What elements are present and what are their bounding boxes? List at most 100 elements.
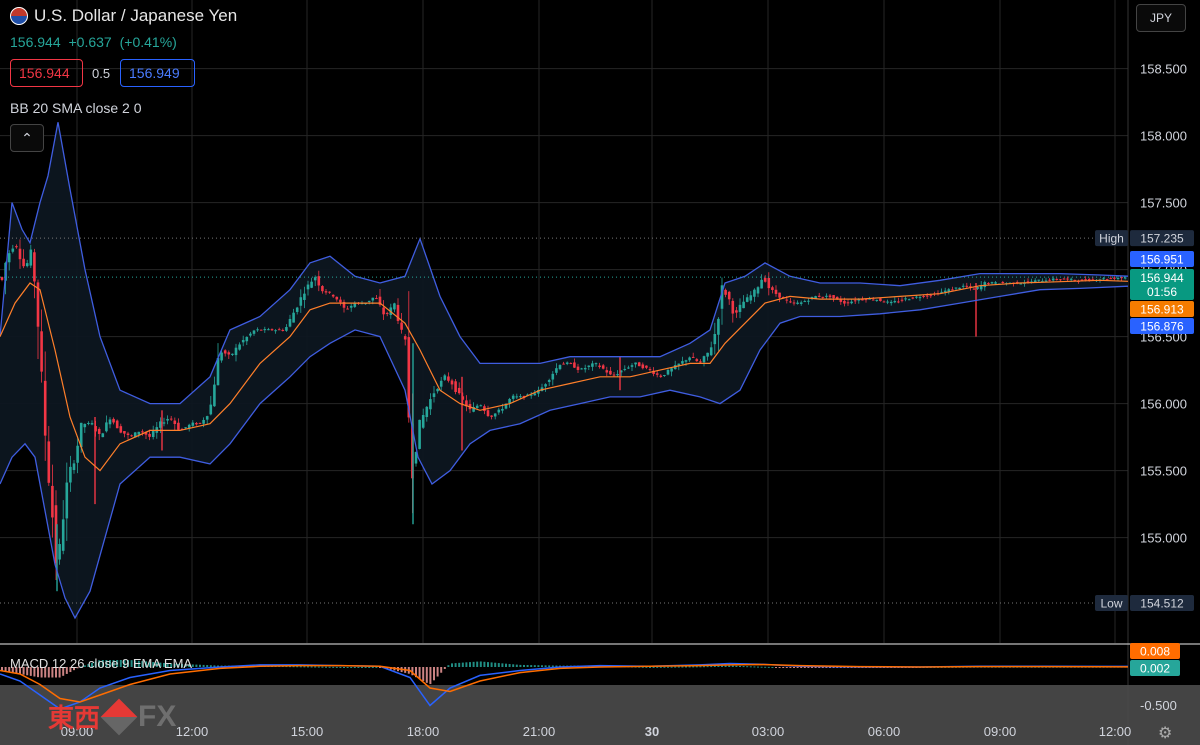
macd-value-tag-bg (1130, 643, 1180, 659)
candle-body (889, 301, 893, 304)
candle-body (1080, 279, 1084, 281)
candle-body (378, 296, 382, 305)
candle-body (882, 301, 886, 303)
candle-body (605, 370, 609, 373)
candle-body (439, 380, 443, 387)
brand-logo: 東西 FX (48, 698, 176, 735)
candle-body (220, 352, 223, 361)
high-tag: High (1095, 230, 1128, 247)
candle-body (162, 422, 166, 424)
macd-histogram-bar (112, 660, 115, 667)
macd-histogram-bar (145, 661, 147, 667)
low-tag-bg (1095, 595, 1128, 611)
macd-histogram-bar (217, 665, 219, 667)
macd-histogram-bar (141, 661, 144, 667)
candle-body (18, 248, 22, 260)
macd-histogram-bar (321, 666, 324, 668)
macd-histogram-bar (544, 665, 547, 667)
candle-body (742, 301, 745, 309)
macd-histogram-bar (836, 667, 839, 668)
macd-histogram-bar (753, 666, 756, 668)
macd-indicator-label[interactable]: MACD 12 26 close 9 EMA EMA (10, 656, 193, 671)
sell-button[interactable]: 156.944 (10, 59, 83, 87)
macd-histogram-bar (760, 666, 763, 668)
candle-body (382, 307, 385, 315)
macd-histogram-bar (37, 667, 39, 678)
bb-indicator-label[interactable]: BB 20 SMA close 2 0 (10, 100, 142, 116)
macd-histogram-bar (339, 667, 342, 668)
bb-lower-price: 156.876 (1130, 318, 1194, 334)
macd-histogram-bar (98, 660, 101, 667)
candle-body (418, 419, 421, 449)
candle-body (292, 312, 295, 323)
candle-body (43, 380, 47, 436)
macd-histogram-bar (433, 667, 435, 681)
macd-histogram-bar (411, 667, 414, 676)
candle-body (184, 427, 187, 429)
candle-body (0, 277, 4, 280)
candle-body (22, 258, 25, 267)
low-tag-text: Low (1100, 597, 1122, 611)
candle-body (573, 362, 576, 368)
candle-body (565, 362, 569, 364)
candle-body (267, 329, 270, 331)
time-axis[interactable]: 09:00 12:00 15:00 18:00 21:00 30 03:00 06:00 09:… (61, 724, 1132, 739)
x-tick-label: 15:00 (291, 724, 324, 739)
symbol-title[interactable]: U.S. Dollar / Japanese Yen (10, 6, 237, 26)
macd-histogram-bar (515, 664, 518, 667)
macd-histogram-bar (821, 667, 824, 668)
macd-histogram-bar (350, 667, 353, 668)
y-tick-label: 155.500 (1140, 464, 1187, 479)
candle-body (241, 340, 245, 343)
macd-histogram-bar (483, 661, 486, 667)
candle-body (105, 422, 108, 432)
macd-histogram-bar (746, 666, 749, 668)
macd-histogram-bar (775, 667, 777, 668)
candle-body (285, 327, 288, 331)
gear-icon[interactable]: ⚙ (1158, 725, 1173, 742)
logo-fx: FX (138, 699, 177, 733)
y-tick-label: 155.000 (1140, 531, 1187, 546)
candle-body (857, 299, 861, 301)
candle-body (591, 363, 594, 367)
candle-body (187, 424, 191, 429)
candle-body (141, 431, 144, 433)
price-change: +0.637 (68, 34, 112, 50)
macd-histogram-bar (76, 667, 79, 669)
x-tick-label: 09:00 (61, 724, 94, 739)
candle-body (803, 301, 807, 303)
candle-body (1048, 279, 1051, 281)
buy-button[interactable]: 156.949 (120, 59, 195, 87)
x-tick-label: 03:00 (752, 724, 785, 739)
candle-body (497, 409, 501, 413)
bb-basis-price-text: 156.913 (1140, 303, 1184, 317)
x-tick-label: 09:00 (984, 724, 1017, 739)
candle-body (717, 318, 720, 335)
high-value-bg (1130, 230, 1194, 247)
macd-histogram-bar (461, 662, 464, 667)
logo-chinese: 東西 (48, 704, 101, 734)
currency-button[interactable]: JPY (1136, 4, 1186, 32)
macd-histogram-bar (519, 664, 522, 667)
candle-body (396, 304, 400, 321)
candle-body (756, 287, 760, 294)
candle-body (580, 368, 583, 370)
footer-band (0, 685, 1200, 745)
macd-histogram-bar (649, 667, 651, 668)
macd-histogram-bar (645, 666, 648, 668)
candle-body (126, 433, 130, 436)
candle-body (789, 301, 792, 303)
candle-body (447, 376, 450, 381)
macd-value-tag: 0.008 (1130, 643, 1180, 659)
macd-histogram-bar (724, 665, 727, 667)
collapse-legend-button[interactable]: ⌃ (10, 124, 44, 152)
candle-body (601, 365, 605, 369)
macd-histogram-bar (764, 666, 767, 668)
candle-body (1123, 277, 1127, 279)
bollinger-lower-line (0, 285, 1129, 620)
candle-body (414, 451, 418, 464)
macd-histogram-bar (26, 667, 29, 676)
macd-histogram-bar (771, 666, 774, 668)
candle-body (853, 300, 857, 302)
